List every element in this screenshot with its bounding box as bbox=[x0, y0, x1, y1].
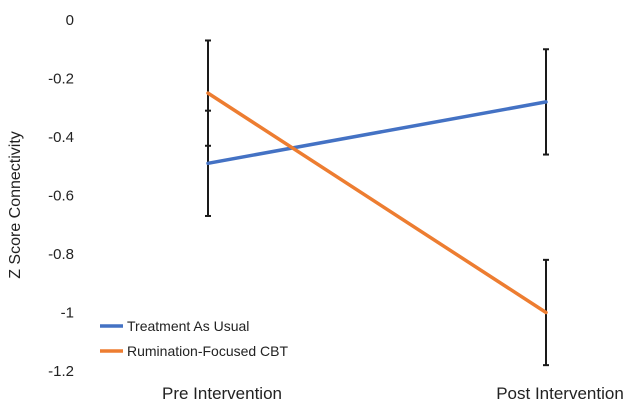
y-tick-label: -0.6 bbox=[48, 188, 74, 205]
series-line-1 bbox=[206, 100, 548, 166]
y-tick-label: -0.8 bbox=[48, 246, 74, 263]
legend: Treatment As Usual Rumination-Focused CBT bbox=[100, 318, 289, 359]
legend-entry: Treatment As Usual bbox=[100, 318, 249, 334]
y-tick-label: -0.4 bbox=[48, 129, 74, 146]
y-tick-label: -0.2 bbox=[48, 71, 74, 88]
x-category-label: Post Intervention bbox=[496, 384, 624, 403]
y-axis-title: Z Score Connectivity bbox=[7, 131, 24, 279]
legend-label: Treatment As Usual bbox=[127, 318, 249, 334]
legend-entry: Rumination-Focused CBT bbox=[100, 343, 289, 359]
x-category-labels: Pre Intervention Post Intervention bbox=[162, 384, 624, 403]
x-category-label: Pre Intervention bbox=[162, 384, 282, 403]
legend-label: Rumination-Focused CBT bbox=[127, 343, 289, 359]
y-tick-label: -1 bbox=[61, 305, 74, 322]
y-tick-labels: 0 -0.2 -0.4 -0.6 -0.8 -1 -1.2 bbox=[48, 12, 74, 380]
series-line-2 bbox=[206, 91, 548, 315]
y-tick-label: 0 bbox=[66, 12, 74, 29]
series-lines bbox=[206, 91, 548, 315]
y-tick-label: -1.2 bbox=[48, 363, 74, 380]
